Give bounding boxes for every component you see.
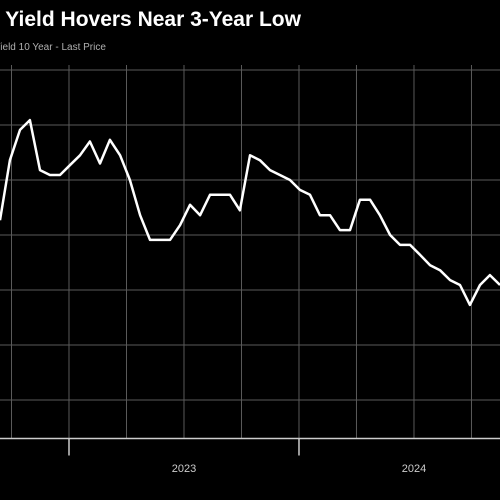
x-tick-label: 2024 (402, 463, 426, 475)
chart-title: l Yield Hovers Near 3-Year Low (0, 8, 302, 31)
line (0, 118, 500, 307)
chart-subtitle: Yield 10 Year - Last Price (0, 42, 106, 53)
x-tick-label: 2023 (172, 463, 196, 475)
